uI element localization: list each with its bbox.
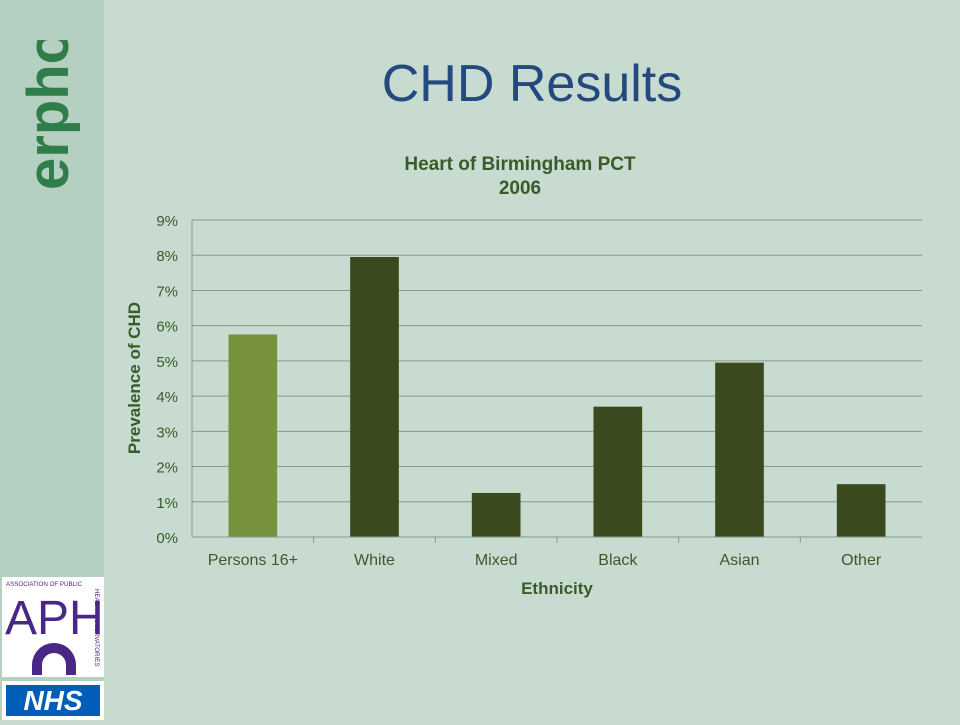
apho-side-text: HEALTH OBSERVATORIES — [93, 589, 100, 666]
y-tick-label: 4% — [156, 389, 178, 406]
chart-title: Heart of Birmingham PCT — [404, 154, 636, 175]
x-tick-labels: Persons 16+ White Mixed Black Asian Other — [208, 537, 882, 569]
bar-black — [593, 406, 643, 537]
bar-asian — [715, 362, 764, 537]
y-tick-label: 2% — [156, 460, 178, 477]
apho-mark: APH — [5, 592, 104, 645]
x-tick-label: Other — [841, 552, 882, 569]
x-tick-label: Persons 16+ — [208, 552, 298, 569]
y-tick-labels: 0% 1% 2% 3% 4% 5% 6% 7% 8% 9% — [156, 213, 178, 547]
y-tick-label: 1% — [156, 495, 178, 512]
sidebar: erpho ASSOCIATION OF PUBLIC APH HEALTH O… — [0, 0, 104, 720]
x-tick-label: Black — [598, 552, 638, 569]
nhs-logo: NHS — [2, 681, 104, 720]
y-tick-label: 6% — [156, 319, 178, 336]
apho-logo: ASSOCIATION OF PUBLIC APH HEALTH OBSERVA… — [2, 577, 104, 677]
bars — [228, 256, 886, 537]
erpho-logo-text: erpho — [16, 40, 80, 190]
erpho-logo: erpho — [16, 40, 80, 190]
apho-o-shape — [32, 643, 76, 675]
bar-other — [836, 484, 886, 537]
gridlines — [192, 219, 922, 503]
y-tick-label: 3% — [156, 424, 178, 441]
x-tick-label: White — [354, 552, 395, 569]
slide-title: CHD Results — [381, 55, 683, 113]
x-axis-title: Ethnicity — [521, 579, 593, 598]
y-tick-label: 8% — [156, 248, 178, 265]
x-tick-label: Asian — [719, 552, 759, 569]
bar-white — [350, 256, 399, 537]
y-axis-title: Prevalence of CHD — [125, 302, 144, 454]
bar-persons-16- — [228, 334, 278, 537]
y-tick-label: 0% — [156, 530, 178, 547]
y-tick-label: 7% — [156, 283, 178, 300]
nhs-logo-text: NHS — [23, 685, 82, 716]
y-tick-label: 9% — [156, 213, 178, 230]
bar-mixed — [471, 492, 521, 537]
y-tick-label: 5% — [156, 354, 178, 371]
x-tick-label: Mixed — [475, 552, 518, 569]
apho-heading: ASSOCIATION OF PUBLIC — [6, 581, 83, 588]
chart-subtitle: 2006 — [499, 178, 541, 199]
